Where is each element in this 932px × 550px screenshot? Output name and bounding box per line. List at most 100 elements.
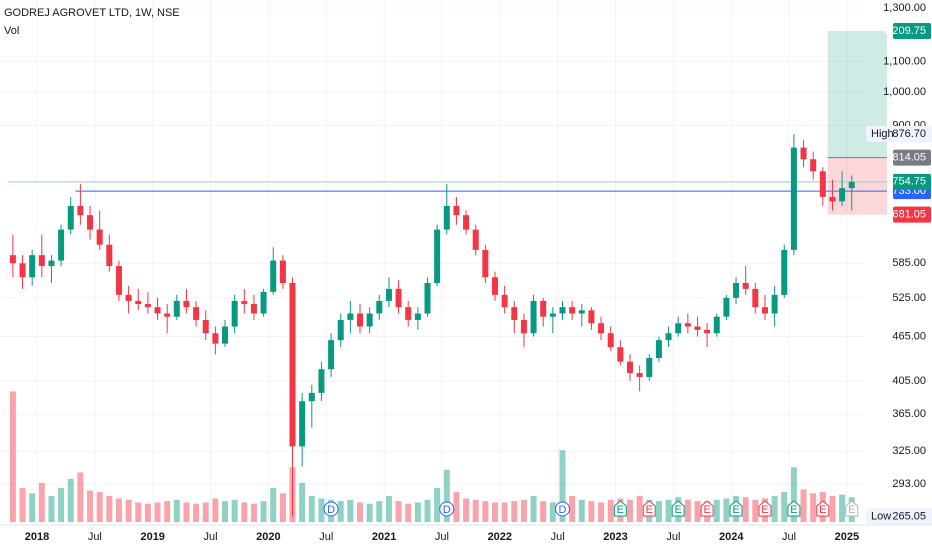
volume-bar (67, 478, 74, 522)
volume-bar (713, 499, 720, 522)
candle-body (578, 310, 585, 314)
candle-body (463, 215, 470, 230)
volume-bar (106, 495, 113, 522)
y-tick-label: 585.00 (892, 257, 926, 269)
candle-body (135, 300, 142, 305)
volume-bar (357, 502, 364, 522)
candle-body (48, 260, 55, 267)
volume-bar (38, 482, 45, 522)
candle-body (549, 313, 556, 317)
candle-body (443, 205, 450, 230)
volume-bar (270, 488, 277, 522)
candle-body (87, 215, 94, 230)
candle-body (318, 369, 325, 393)
candle-body (173, 300, 180, 317)
volume-bar (569, 495, 576, 522)
volume-bar (742, 497, 749, 522)
volume-bar (781, 491, 788, 522)
volume-bar (87, 490, 94, 522)
price-label-box (893, 149, 931, 166)
event-marker (439, 501, 455, 517)
volume-bar (800, 489, 807, 522)
candle-body (308, 392, 315, 402)
event-label: E (617, 504, 624, 516)
grid (0, 0, 865, 525)
candle-body (193, 307, 200, 320)
candle-body (241, 300, 248, 305)
candle-body (472, 229, 479, 250)
price-label: 1,209.75 (883, 25, 926, 37)
volume-bar (9, 391, 16, 522)
candle-body (675, 323, 682, 334)
volume-bar (520, 499, 527, 522)
x-tick-label: 2022 (488, 531, 512, 543)
volume-bar (491, 502, 498, 522)
candle-body (337, 319, 344, 341)
candle-body (704, 329, 711, 334)
volume-bar (723, 498, 730, 522)
event-marker (323, 501, 339, 517)
candle-body (96, 229, 103, 245)
candle-body (598, 323, 605, 334)
candle-body (366, 313, 373, 327)
candle-body (723, 297, 730, 317)
candle-body (19, 263, 26, 278)
y-tick-label: 293.00 (892, 478, 926, 490)
price-label-box (893, 23, 931, 40)
candle-body (453, 205, 460, 216)
volume-bar (694, 501, 701, 522)
volume-bar (482, 501, 489, 522)
candle-body (530, 300, 537, 334)
y-tick-label: 405.00 (892, 375, 926, 387)
candle-body (829, 196, 836, 202)
y-tick-label: 465.00 (892, 331, 926, 343)
event-label: E (761, 504, 768, 516)
volume-bar (549, 502, 556, 522)
price-label: 814.05 (892, 152, 926, 164)
volume-bar (231, 499, 238, 522)
volume-bar (154, 502, 161, 522)
event-marker (787, 500, 801, 517)
volume-bar (511, 501, 518, 522)
volume-bar (48, 495, 55, 522)
volume-bar (626, 499, 633, 522)
x-tick-label: 2018 (25, 531, 49, 543)
volume-bar (424, 499, 431, 522)
candle-body (385, 288, 392, 301)
candle-body (106, 244, 113, 267)
y-tick-label: 325.00 (892, 445, 926, 457)
price-label: 265.05 (892, 510, 926, 522)
candle-body (67, 205, 74, 230)
candle-body (270, 260, 277, 292)
candle-body (347, 313, 354, 320)
volume-bar (96, 491, 103, 522)
event-label: E (675, 504, 682, 516)
price-caption: High (871, 128, 894, 140)
axes: 1,300.001,100.001,000.00900.00585.00525.… (25, 2, 932, 543)
volume-bar (559, 450, 566, 522)
event-label: E (819, 504, 826, 516)
candle-body (222, 326, 229, 344)
volume-bar (684, 499, 691, 522)
event-marker (729, 500, 743, 517)
event-marker (816, 500, 830, 517)
candle-body (250, 304, 257, 314)
volume-bar (183, 502, 190, 522)
x-tick-label: Jul (88, 531, 102, 543)
candle-body (164, 313, 171, 317)
candle-body (511, 307, 518, 320)
volume-bar (463, 498, 470, 522)
volume-bar (530, 495, 537, 522)
candle-body (260, 291, 267, 314)
x-tick-label: 2019 (140, 531, 164, 543)
candle-body (482, 249, 489, 278)
volume-bar (212, 498, 219, 522)
candle-body (144, 304, 151, 308)
volume-bar (164, 501, 171, 522)
event-label: D (559, 504, 567, 516)
event-marker (700, 500, 714, 517)
candle-body (501, 294, 508, 308)
volume-bar (501, 502, 508, 522)
volume-label: Vol (4, 25, 19, 37)
candle-body (212, 333, 219, 344)
